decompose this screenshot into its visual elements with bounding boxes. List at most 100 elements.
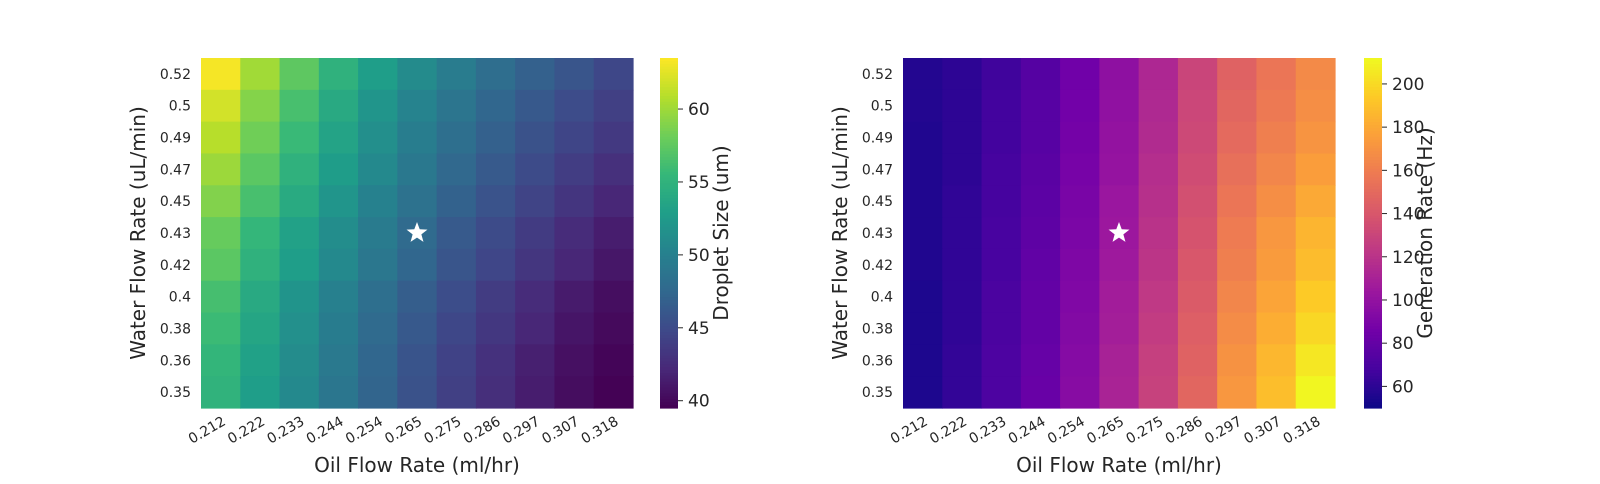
heatmap-cell: [1295, 312, 1336, 345]
y-tick-label: 0.4: [169, 290, 191, 306]
heatmap-cell: [1217, 89, 1258, 123]
heatmap-cell: [475, 153, 516, 186]
colorbar-segment: [1364, 285, 1382, 290]
y-tick-label: 0.47: [160, 162, 191, 178]
colorbar-segment: [660, 256, 678, 260]
heatmap-cell: [279, 376, 320, 409]
colorbar-segment: [660, 189, 678, 193]
colorbar-segment: [1364, 396, 1382, 400]
colorbar-tick-label: 60: [688, 100, 710, 120]
colorbar-segment: [660, 335, 678, 339]
colorbar-segment: [660, 180, 678, 185]
x-tick-label: 0.244: [1006, 414, 1049, 448]
colorbar-segment: [1364, 209, 1382, 214]
colorbar-segment: [660, 358, 678, 362]
colorbar-segment: [660, 329, 678, 333]
heatmap-cell: [942, 344, 983, 377]
heatmap-cell: [318, 58, 359, 91]
heatmap-cell: [1099, 344, 1140, 377]
y-tick-label: 0.4: [871, 290, 893, 306]
colorbar-segment: [1364, 268, 1382, 272]
heatmap-cell: [1177, 280, 1218, 314]
colorbar-segment: [1364, 221, 1382, 225]
y-tick-label: 0.5: [871, 99, 893, 115]
colorbar-segment: [660, 361, 678, 365]
heatmap-cell: [475, 312, 516, 345]
colorbar-tick-label: 60: [1392, 377, 1414, 397]
colorbar-segment: [1364, 346, 1382, 351]
colorbar-segment: [660, 104, 678, 109]
colorbar-segment: [1364, 402, 1382, 406]
colorbar-segment: [660, 72, 678, 77]
y-tick-label: 0.42: [862, 258, 893, 274]
heatmap-cell: [942, 217, 983, 250]
colorbar-segment: [1364, 180, 1382, 185]
colorbar-segment: [1364, 352, 1382, 357]
colorbar-segment: [660, 273, 678, 278]
colorbar-segment: [660, 367, 678, 371]
colorbar-tick-label: 55: [688, 173, 710, 193]
heatmap-cell: [981, 89, 1022, 123]
heatmap-cell: [279, 153, 320, 186]
heatmap-cell: [554, 344, 595, 377]
heatmap-cell: [554, 280, 595, 314]
colorbar-segment: [1364, 273, 1382, 278]
heatmap-cell: [1217, 217, 1258, 250]
heatmap-cell: [1138, 185, 1179, 218]
colorbar-segment: [660, 171, 678, 176]
heatmap-cell: [397, 344, 438, 377]
colorbar-segment: [1364, 189, 1382, 193]
heatmap-cell: [1099, 121, 1140, 155]
colorbar-segment: [660, 405, 678, 409]
heatmap-cell: [1217, 121, 1258, 155]
colorbar-segment: [660, 370, 678, 374]
heatmap-cell: [903, 58, 943, 91]
heatmap-cell: [240, 121, 281, 155]
colorbar-segment: [1364, 238, 1382, 243]
colorbar-segment: [660, 186, 678, 190]
colorbar-segment: [1364, 230, 1382, 234]
heatmap-cell: [240, 312, 281, 345]
colorbar-segment: [1364, 224, 1382, 228]
colorbar-segment: [1364, 399, 1382, 403]
colorbar-segment: [660, 259, 678, 263]
colorbar-segment: [1364, 104, 1382, 109]
colorbar-segment: [660, 288, 678, 292]
colorbar-segment: [1364, 119, 1382, 123]
colorbar-segment: [660, 224, 678, 228]
heatmap-cell: [318, 344, 359, 377]
colorbar-segment: [1364, 168, 1382, 173]
colorbar-segment: [1364, 136, 1382, 141]
colorbar-segment: [1364, 198, 1382, 202]
colorbar-segment: [1364, 259, 1382, 263]
x-tick-label: 0.286: [1163, 414, 1206, 448]
heatmap-cell: [240, 185, 281, 218]
x-tick-label: 0.307: [539, 414, 582, 448]
y-axis-label: Water Flow Rate (uL/min): [828, 106, 852, 360]
colorbar-segment: [660, 244, 678, 249]
colorbar-segment: [1364, 349, 1382, 354]
colorbar: 60 80 100 120 140 160 180 200 Generation Rate (H…: [1364, 58, 1437, 409]
colorbar-segment: [1364, 139, 1382, 144]
heatmap-cell: [1060, 312, 1100, 345]
colorbar-segment: [660, 160, 678, 164]
colorbar-segment: [660, 332, 678, 336]
y-tick-label: 0.52: [862, 67, 893, 83]
x-tick-label: 0.297: [1202, 414, 1245, 448]
heatmap-cell: [554, 376, 595, 409]
colorbar-segment: [1364, 320, 1382, 325]
heatmap-cell: [1295, 248, 1336, 282]
heatmap-cell: [475, 89, 516, 123]
colorbar-segment: [660, 279, 678, 284]
heatmap-cell: [1256, 280, 1297, 314]
colorbar-segment: [1364, 200, 1382, 205]
colorbar: 40 45 50 55 60 Droplet Size (um): [660, 58, 733, 412]
colorbar-segment: [1364, 142, 1382, 147]
heatmap-cell: [1295, 153, 1336, 186]
colorbar-segment: [1364, 160, 1382, 164]
heatmap-cell: [358, 248, 398, 282]
heatmap-cell: [240, 344, 281, 377]
heatmap-cell: [1060, 280, 1100, 314]
colorbar-segment: [1364, 165, 1382, 170]
